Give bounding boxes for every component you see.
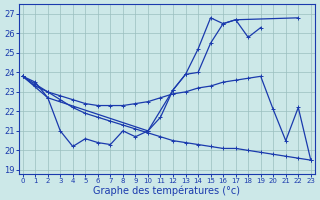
X-axis label: Graphe des températures (°c): Graphe des températures (°c) [93,185,240,196]
